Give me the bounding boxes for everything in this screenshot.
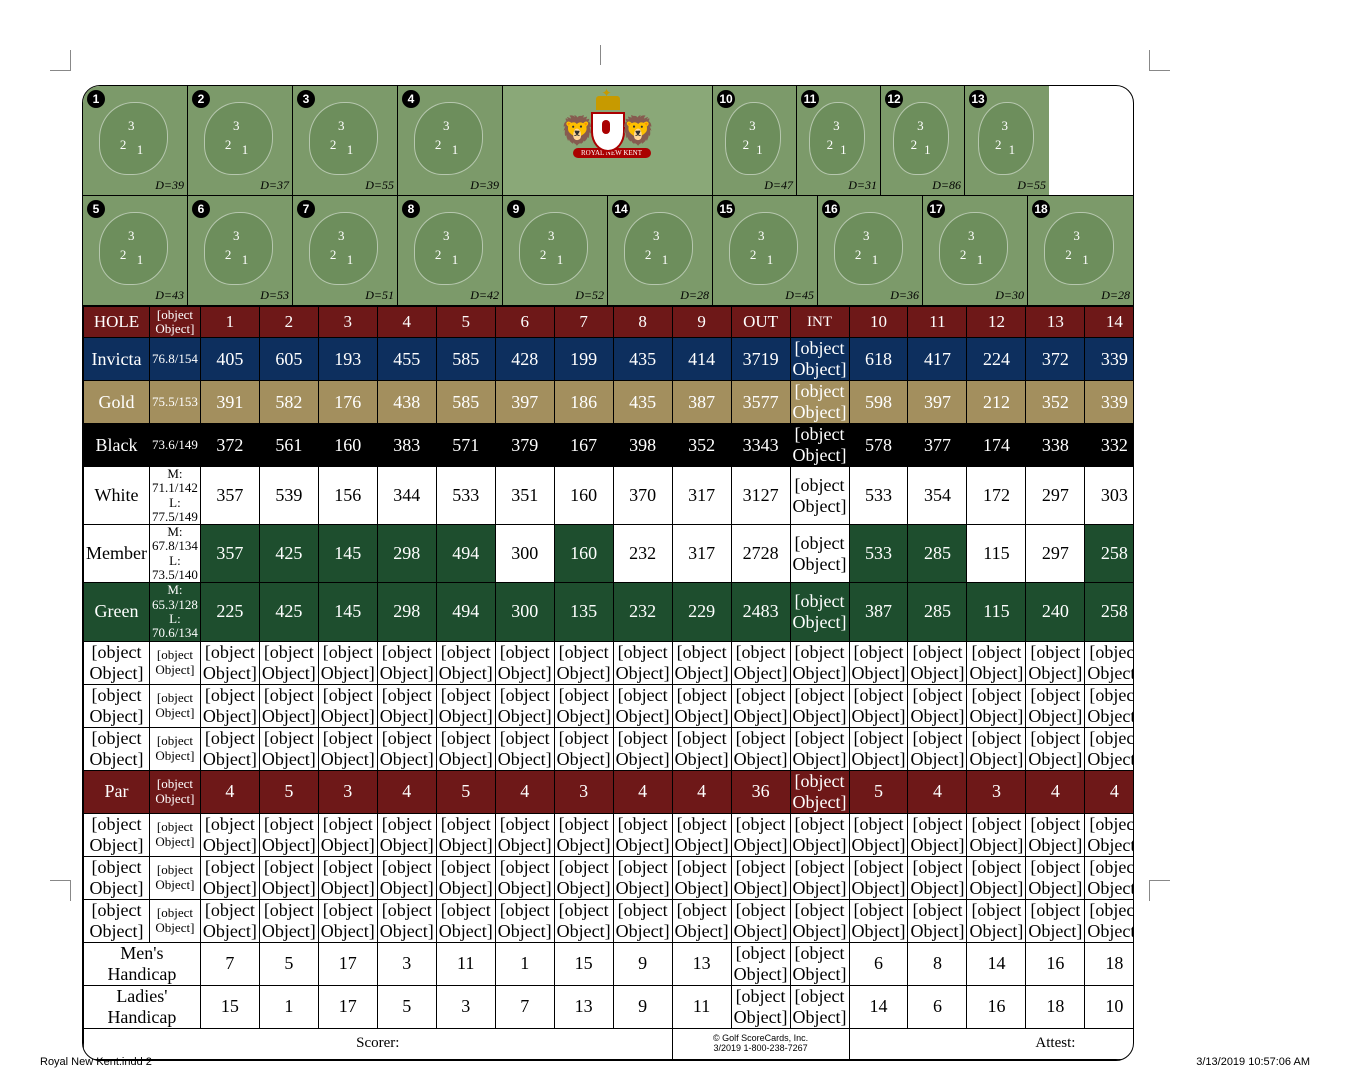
- green-hole-12: 12 3 2 1 D=86: [881, 86, 965, 195]
- hole-number-badge: 7: [297, 200, 315, 218]
- green-depth: D=53: [260, 288, 289, 303]
- hole-number-badge: 11: [801, 90, 819, 108]
- hole-number-badge: 18: [1032, 200, 1050, 218]
- indd-file: Royal New Kent.indd 2: [40, 1056, 152, 1068]
- green-depth: D=47: [764, 178, 793, 193]
- scorecard-table: HOLE[object Object]123456789OUTINT101112…: [83, 306, 1134, 1060]
- green-hole-9: 9 3 2 1 D=52: [503, 196, 608, 305]
- hole-number-badge: 15: [717, 200, 735, 218]
- green-depth: D=28: [1101, 288, 1130, 303]
- green-depth: D=43: [155, 288, 184, 303]
- hole-number-badge: 1: [87, 90, 105, 108]
- green-hole-13: 13 3 2 1 D=55: [965, 86, 1049, 195]
- green-hole-3: 3 3 2 1 D=55: [293, 86, 398, 195]
- hole-number-badge: 17: [927, 200, 945, 218]
- green-depth: D=42: [470, 288, 499, 303]
- hole-number-badge: 9: [507, 200, 525, 218]
- course-crest: 🦁 🦁 ROYAL NEW KENT: [503, 86, 713, 195]
- copyright: © Golf ScoreCards, Inc.3/2019 1-800-238-…: [672, 1028, 849, 1059]
- green-depth: D=37: [260, 178, 289, 193]
- hole-number-badge: 2: [192, 90, 210, 108]
- hole-number-badge: 8: [402, 200, 420, 218]
- green-depth: D=45: [785, 288, 814, 303]
- green-depth: D=55: [365, 178, 394, 193]
- hole-number-badge: 10: [717, 90, 735, 108]
- green-depth: D=51: [365, 288, 394, 303]
- green-hole-6: 6 3 2 1 D=53: [188, 196, 293, 305]
- green-hole-1: 1 3 2 1 D=39: [83, 86, 188, 195]
- green-depth: D=30: [995, 288, 1024, 303]
- green-hole-4: 4 3 2 1 D=39: [398, 86, 503, 195]
- green-hole-15: 15 3 2 1 D=45: [713, 196, 818, 305]
- timestamp: 3/13/2019 10:57:06 AM: [1196, 1056, 1310, 1068]
- green-hole-10: 10 3 2 1 D=47: [713, 86, 797, 195]
- attest-label: Attest:: [849, 1028, 1134, 1059]
- green-depth: D=36: [890, 288, 919, 303]
- green-diagrams: 1 3 2 1 D=39 2 3 2 1 D=37 3 3 2 1 D=55 4…: [83, 86, 1133, 306]
- scorecard: 1 3 2 1 D=39 2 3 2 1 D=37 3 3 2 1 D=55 4…: [82, 85, 1134, 1061]
- hole-number-badge: 16: [822, 200, 840, 218]
- hole-number-badge: 5: [87, 200, 105, 218]
- green-hole-2: 2 3 2 1 D=37: [188, 86, 293, 195]
- scorer-label: Scorer:: [84, 1028, 673, 1059]
- hole-number-badge: 12: [885, 90, 903, 108]
- hole-number-badge: 4: [402, 90, 420, 108]
- green-hole-7: 7 3 2 1 D=51: [293, 196, 398, 305]
- green-hole-17: 17 3 2 1 D=30: [923, 196, 1028, 305]
- hole-number-badge: 13: [969, 90, 987, 108]
- green-depth: D=28: [680, 288, 709, 303]
- green-depth: D=39: [470, 178, 499, 193]
- green-hole-11: 11 3 2 1 D=31: [797, 86, 881, 195]
- hole-number-badge: 3: [297, 90, 315, 108]
- green-hole-5: 5 3 2 1 D=43: [83, 196, 188, 305]
- green-hole-16: 16 3 2 1 D=36: [818, 196, 923, 305]
- hole-number-badge: 6: [192, 200, 210, 218]
- green-depth: D=52: [575, 288, 604, 303]
- green-depth: D=31: [848, 178, 877, 193]
- green-depth: D=39: [155, 178, 184, 193]
- green-hole-18: 18 3 2 1 D=28: [1028, 196, 1133, 305]
- hole-number-badge: 14: [612, 200, 630, 218]
- green-hole-8: 8 3 2 1 D=42: [398, 196, 503, 305]
- green-hole-14: 14 3 2 1 D=28: [608, 196, 713, 305]
- green-depth: D=55: [1017, 178, 1046, 193]
- page-footer: Royal New Kent.indd 2 3/13/2019 10:57:06…: [40, 1056, 1310, 1068]
- green-depth: D=86: [932, 178, 961, 193]
